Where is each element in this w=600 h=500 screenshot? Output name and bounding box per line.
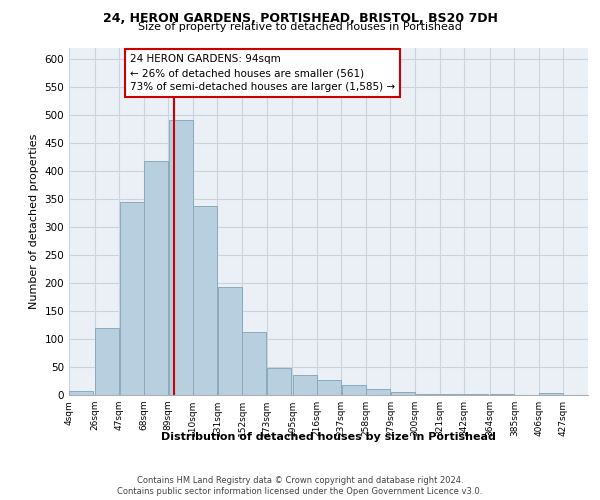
- Text: 24 HERON GARDENS: 94sqm
← 26% of detached houses are smaller (561)
73% of semi-d: 24 HERON GARDENS: 94sqm ← 26% of detache…: [130, 54, 395, 92]
- Bar: [169, 120, 193, 395]
- Bar: [95, 328, 119, 395]
- Bar: [341, 385, 365, 395]
- Text: Distribution of detached houses by size in Portishead: Distribution of detached houses by size …: [161, 432, 496, 442]
- Bar: [317, 380, 341, 395]
- Bar: [366, 390, 390, 395]
- Bar: [218, 287, 242, 395]
- Bar: [267, 368, 291, 395]
- Bar: [293, 376, 317, 395]
- Bar: [119, 202, 143, 395]
- Bar: [415, 394, 439, 395]
- Text: Size of property relative to detached houses in Portishead: Size of property relative to detached ho…: [138, 22, 462, 32]
- Text: 24, HERON GARDENS, PORTISHEAD, BRISTOL, BS20 7DH: 24, HERON GARDENS, PORTISHEAD, BRISTOL, …: [103, 12, 497, 26]
- Bar: [144, 160, 168, 395]
- Bar: [539, 393, 563, 395]
- Bar: [440, 394, 464, 395]
- Text: Contains HM Land Registry data © Crown copyright and database right 2024.: Contains HM Land Registry data © Crown c…: [137, 476, 463, 485]
- Bar: [242, 332, 266, 395]
- Bar: [193, 206, 217, 395]
- Text: Contains public sector information licensed under the Open Government Licence v3: Contains public sector information licen…: [118, 486, 482, 496]
- Bar: [391, 392, 415, 395]
- Bar: [69, 391, 93, 395]
- Y-axis label: Number of detached properties: Number of detached properties: [29, 134, 39, 309]
- Bar: [490, 394, 514, 395]
- Bar: [464, 394, 488, 395]
